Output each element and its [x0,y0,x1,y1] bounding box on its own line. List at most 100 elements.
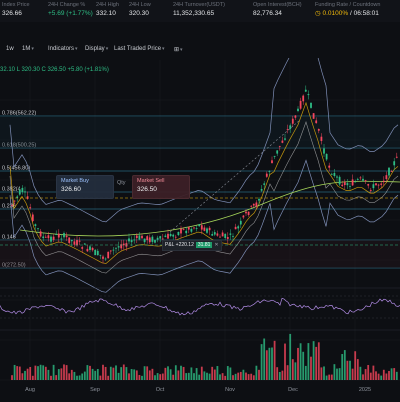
candle-body [156,237,159,240]
rsi-indicator [0,287,400,319]
time-axis-label: Sep [90,387,100,393]
interval-1w-button[interactable]: 1w [6,46,14,52]
volume-bar [83,371,86,380]
volume-bar [185,373,188,380]
candle-body [328,165,331,168]
candle-body [122,243,125,246]
display-button[interactable]: Display▾ [85,46,108,52]
candle-body [34,224,37,226]
candle-body [182,228,185,230]
candle-body [83,243,86,245]
volume-bar [367,365,370,380]
volume-bar [91,368,94,380]
candle-body [135,235,138,239]
volume-bar [109,366,112,380]
candle-body [265,173,268,177]
chart-canvas[interactable]: 0.786(562.22)0.618(500.25)0.5(456.80)0.3… [0,18,400,400]
ohlc-readout: 32.10 L 320.30 C 326.50 +5.80 (+1.81%) [0,67,109,73]
candle-body [107,251,110,259]
candle-body [42,236,45,239]
volume-bar [312,341,315,380]
candle-body [52,236,55,240]
candle-body [388,167,390,176]
volume-bar [76,375,78,380]
volume-bar [286,365,289,380]
volume-bar [229,367,232,380]
chevron-down-icon: ▾ [180,47,183,53]
candle-body [304,89,307,92]
fib-level-label: 0.236 [2,204,16,210]
volume-bar [16,366,19,380]
chevron-down-icon: ▾ [75,46,78,52]
volume-series [0,329,400,380]
volume-bar [226,366,229,380]
candle-body [346,183,349,186]
volume-bar [141,375,143,380]
interval-1m-button[interactable]: 1M▾ [22,46,34,52]
candle-body [291,118,294,124]
candle-body [226,237,229,239]
volume-bar [265,350,268,380]
volume-bar [346,360,349,380]
market-sell-button[interactable]: Market Sell 326.50 [132,175,190,199]
candle-body [193,227,195,229]
volume-bar [128,373,130,380]
volume-bar [211,366,214,380]
candle-body [102,256,104,259]
candle-body [315,120,318,124]
volume-bar [380,375,383,380]
turnover-24h-label: 24H Turnover(USDT) [173,2,225,8]
volume-bar [120,367,123,380]
candle-body [242,215,245,218]
volume-bar [245,372,247,380]
candle-body [31,214,34,222]
candle-body [55,234,58,235]
volume-bar [224,375,227,380]
candle-body [382,180,385,183]
volume-bar [99,375,102,380]
candle-body [354,181,357,183]
chart-settings-button[interactable]: ⊞▾ [174,46,183,53]
candle-body [112,249,115,251]
volume-bar [55,375,58,380]
volume-bar [323,366,325,380]
volume-bar [50,375,52,380]
funding-clock-icon: ◷ [315,10,321,17]
bollinger-bands [9,18,400,293]
volume-bar [31,375,34,380]
volume-bar [310,356,312,380]
volume-bar [180,365,182,380]
open-interest-value: 82,776.34 [253,10,282,17]
candle-body [229,233,232,235]
volume-bar [362,374,364,380]
volume-bar [167,366,169,380]
volume-bar [107,375,110,380]
candle-body [185,230,188,234]
candle-body [13,200,16,202]
position-pnl-tag[interactable]: P&L +220.12 31.81 ✕ [162,240,222,251]
price-type-select[interactable]: Last Traded Price▾ [114,46,165,52]
volume-bar [338,368,341,380]
fib-level-label: 0.5(456.80) [2,166,30,172]
indicators-button[interactable]: Indicators▾ [48,46,78,52]
candle-body [302,95,305,102]
volume-bar [81,373,84,380]
fib-level-label: 0(272.50) [2,263,26,269]
close-position-icon[interactable]: ✕ [214,242,219,248]
volume-bar [260,344,263,380]
volume-bar [330,374,333,380]
high-24h-label: 24H High [96,2,119,8]
candle-body [148,237,151,243]
price-chart[interactable]: 0.786(562.22) 0.618(500.25) 0.5(456.80) 0.3… [0,18,400,400]
candle-body [65,235,68,238]
candle-body [138,235,141,240]
candle-body [68,237,71,243]
volume-bar [242,369,245,380]
candle-body [169,233,172,237]
volume-bar [239,371,242,380]
volume-bar [193,373,195,380]
candle-body [286,129,289,131]
market-buy-button[interactable]: Market Buy 326.60 [56,175,114,199]
candle-body [159,236,162,239]
candle-body [143,238,146,243]
